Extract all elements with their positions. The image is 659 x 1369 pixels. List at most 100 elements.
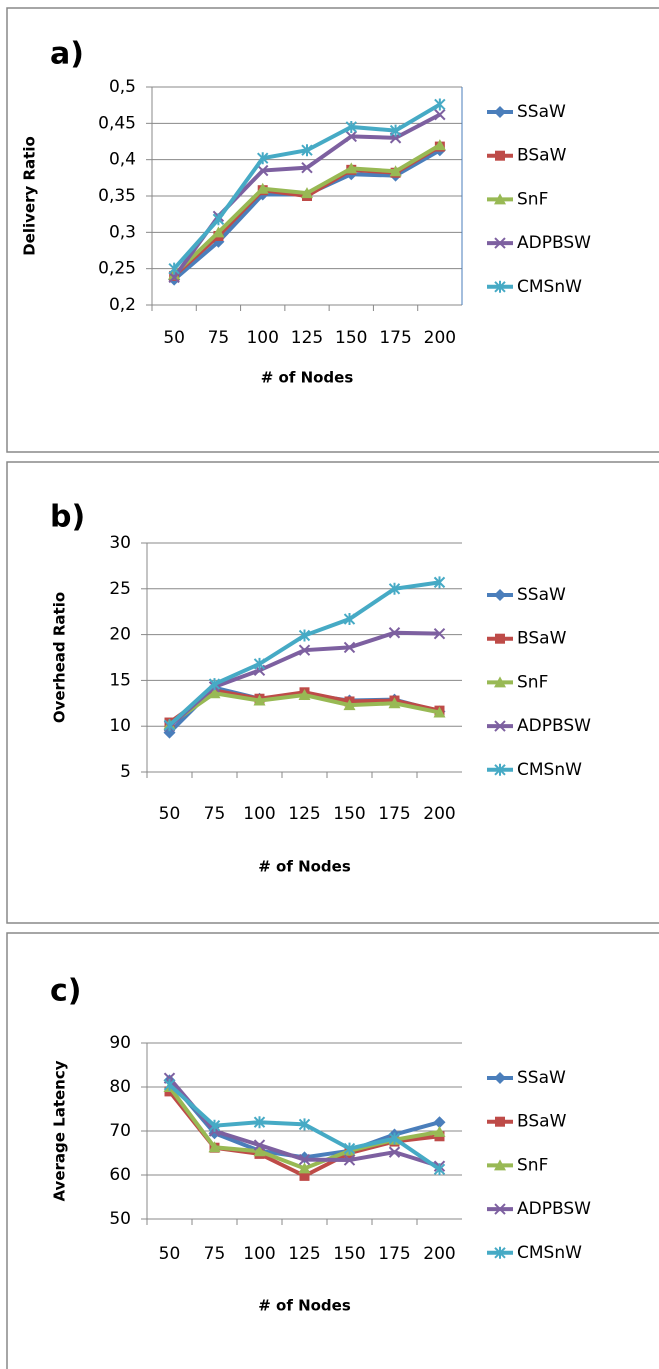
y-tick-label: 0,45 bbox=[98, 113, 136, 133]
x-axis-label: # of Nodes bbox=[261, 369, 354, 387]
x-tick-label: 75 bbox=[204, 804, 226, 824]
panel-title: a) bbox=[50, 37, 84, 72]
x-tick-label: 50 bbox=[163, 328, 185, 348]
data-point bbox=[433, 1116, 446, 1129]
x-axis-label: # of Nodes bbox=[258, 1297, 351, 1315]
data-point bbox=[389, 124, 402, 137]
data-point bbox=[253, 1116, 266, 1129]
legend-marker bbox=[494, 720, 506, 732]
data-point bbox=[434, 108, 446, 121]
data-point bbox=[301, 161, 313, 174]
legend-label: SSaW bbox=[517, 585, 566, 605]
x-tick-label: 100 bbox=[243, 804, 275, 824]
x-tick-label: 200 bbox=[423, 1244, 455, 1264]
y-tick-label: 80 bbox=[109, 1077, 131, 1097]
data-point bbox=[212, 226, 225, 238]
legend-marker bbox=[494, 193, 506, 205]
series-line bbox=[172, 143, 441, 276]
x-tick-label: 175 bbox=[378, 1244, 410, 1264]
data-point bbox=[345, 162, 358, 174]
legend-marker bbox=[495, 1116, 505, 1127]
x-tick-label: 100 bbox=[246, 328, 278, 348]
x-tick-label: 75 bbox=[208, 328, 230, 348]
x-tick-label: 125 bbox=[291, 328, 323, 348]
data-point bbox=[388, 1146, 401, 1158]
y-tick-label: 25 bbox=[109, 579, 131, 599]
x-tick-label: 125 bbox=[288, 804, 320, 824]
legend-marker bbox=[495, 633, 505, 644]
data-point bbox=[343, 641, 356, 654]
data-point bbox=[433, 706, 446, 718]
legend-label: CMSnW bbox=[517, 760, 582, 780]
x-tick-label: 150 bbox=[333, 804, 365, 824]
legend-label: ADPBSW bbox=[517, 1199, 591, 1219]
legend-marker bbox=[494, 1203, 506, 1215]
legend-marker bbox=[494, 106, 506, 118]
data-point bbox=[433, 1125, 446, 1137]
y-tick-label: 5 bbox=[120, 762, 131, 782]
legend-marker bbox=[494, 1159, 506, 1171]
legend-label: SnF bbox=[517, 189, 548, 209]
panel-border bbox=[6, 932, 659, 1369]
panel-border bbox=[6, 461, 659, 924]
data-point bbox=[298, 1118, 311, 1131]
data-point bbox=[298, 629, 311, 642]
legend-label: CMSnW bbox=[517, 1243, 582, 1263]
data-point bbox=[434, 98, 446, 111]
legend-marker bbox=[494, 1072, 506, 1084]
data-point bbox=[389, 165, 402, 177]
data-point bbox=[163, 1078, 176, 1091]
data-point bbox=[388, 627, 401, 639]
data-point bbox=[388, 1132, 401, 1145]
legend-marker bbox=[494, 237, 506, 249]
data-point bbox=[298, 1162, 311, 1174]
data-point bbox=[433, 1163, 446, 1176]
x-tick-label: 150 bbox=[335, 328, 367, 348]
data-point bbox=[433, 139, 446, 151]
legend-label: ADPBSW bbox=[517, 716, 591, 736]
data-point bbox=[208, 1141, 221, 1153]
y-tick-label: 0,25 bbox=[98, 259, 136, 279]
data-point bbox=[253, 657, 266, 670]
data-point bbox=[253, 1145, 266, 1157]
y-tick-label: 0,2 bbox=[109, 295, 136, 315]
y-axis-label: Delivery Ratio bbox=[21, 136, 39, 256]
x-tick-label: 175 bbox=[378, 804, 410, 824]
legend-label: ADPBSW bbox=[517, 233, 591, 253]
data-point bbox=[298, 689, 311, 701]
data-point bbox=[163, 719, 176, 732]
data-point bbox=[257, 164, 269, 177]
data-point bbox=[208, 678, 221, 691]
panel-title: c) bbox=[50, 974, 82, 1009]
data-point bbox=[298, 1153, 311, 1166]
y-tick-label: 0,3 bbox=[109, 222, 136, 242]
y-tick-label: 10 bbox=[109, 716, 131, 736]
data-point bbox=[208, 687, 221, 699]
data-point bbox=[208, 1119, 221, 1132]
y-tick-label: 15 bbox=[109, 670, 131, 690]
data-point bbox=[212, 213, 225, 226]
panel-border bbox=[6, 7, 659, 453]
data-point bbox=[345, 130, 357, 143]
data-point bbox=[168, 271, 180, 284]
x-tick-label: 75 bbox=[204, 1244, 226, 1264]
data-point bbox=[388, 697, 401, 709]
data-point bbox=[301, 187, 313, 199]
legend-marker bbox=[494, 280, 506, 293]
data-point bbox=[433, 576, 446, 589]
data-point bbox=[301, 144, 313, 157]
data-point bbox=[388, 582, 401, 595]
x-tick-label: 100 bbox=[243, 1244, 275, 1264]
panel-title: b) bbox=[50, 500, 85, 535]
x-axis-label: # of Nodes bbox=[258, 858, 351, 876]
legend-label: SnF bbox=[517, 1155, 548, 1175]
data-point bbox=[168, 262, 180, 275]
y-tick-label: 0,5 bbox=[109, 77, 136, 97]
x-tick-label: 175 bbox=[379, 328, 411, 348]
data-point bbox=[343, 1142, 356, 1155]
data-point bbox=[298, 644, 311, 656]
legend-marker bbox=[494, 763, 506, 776]
legend-marker bbox=[495, 150, 505, 161]
legend-label: BSaW bbox=[517, 629, 567, 649]
